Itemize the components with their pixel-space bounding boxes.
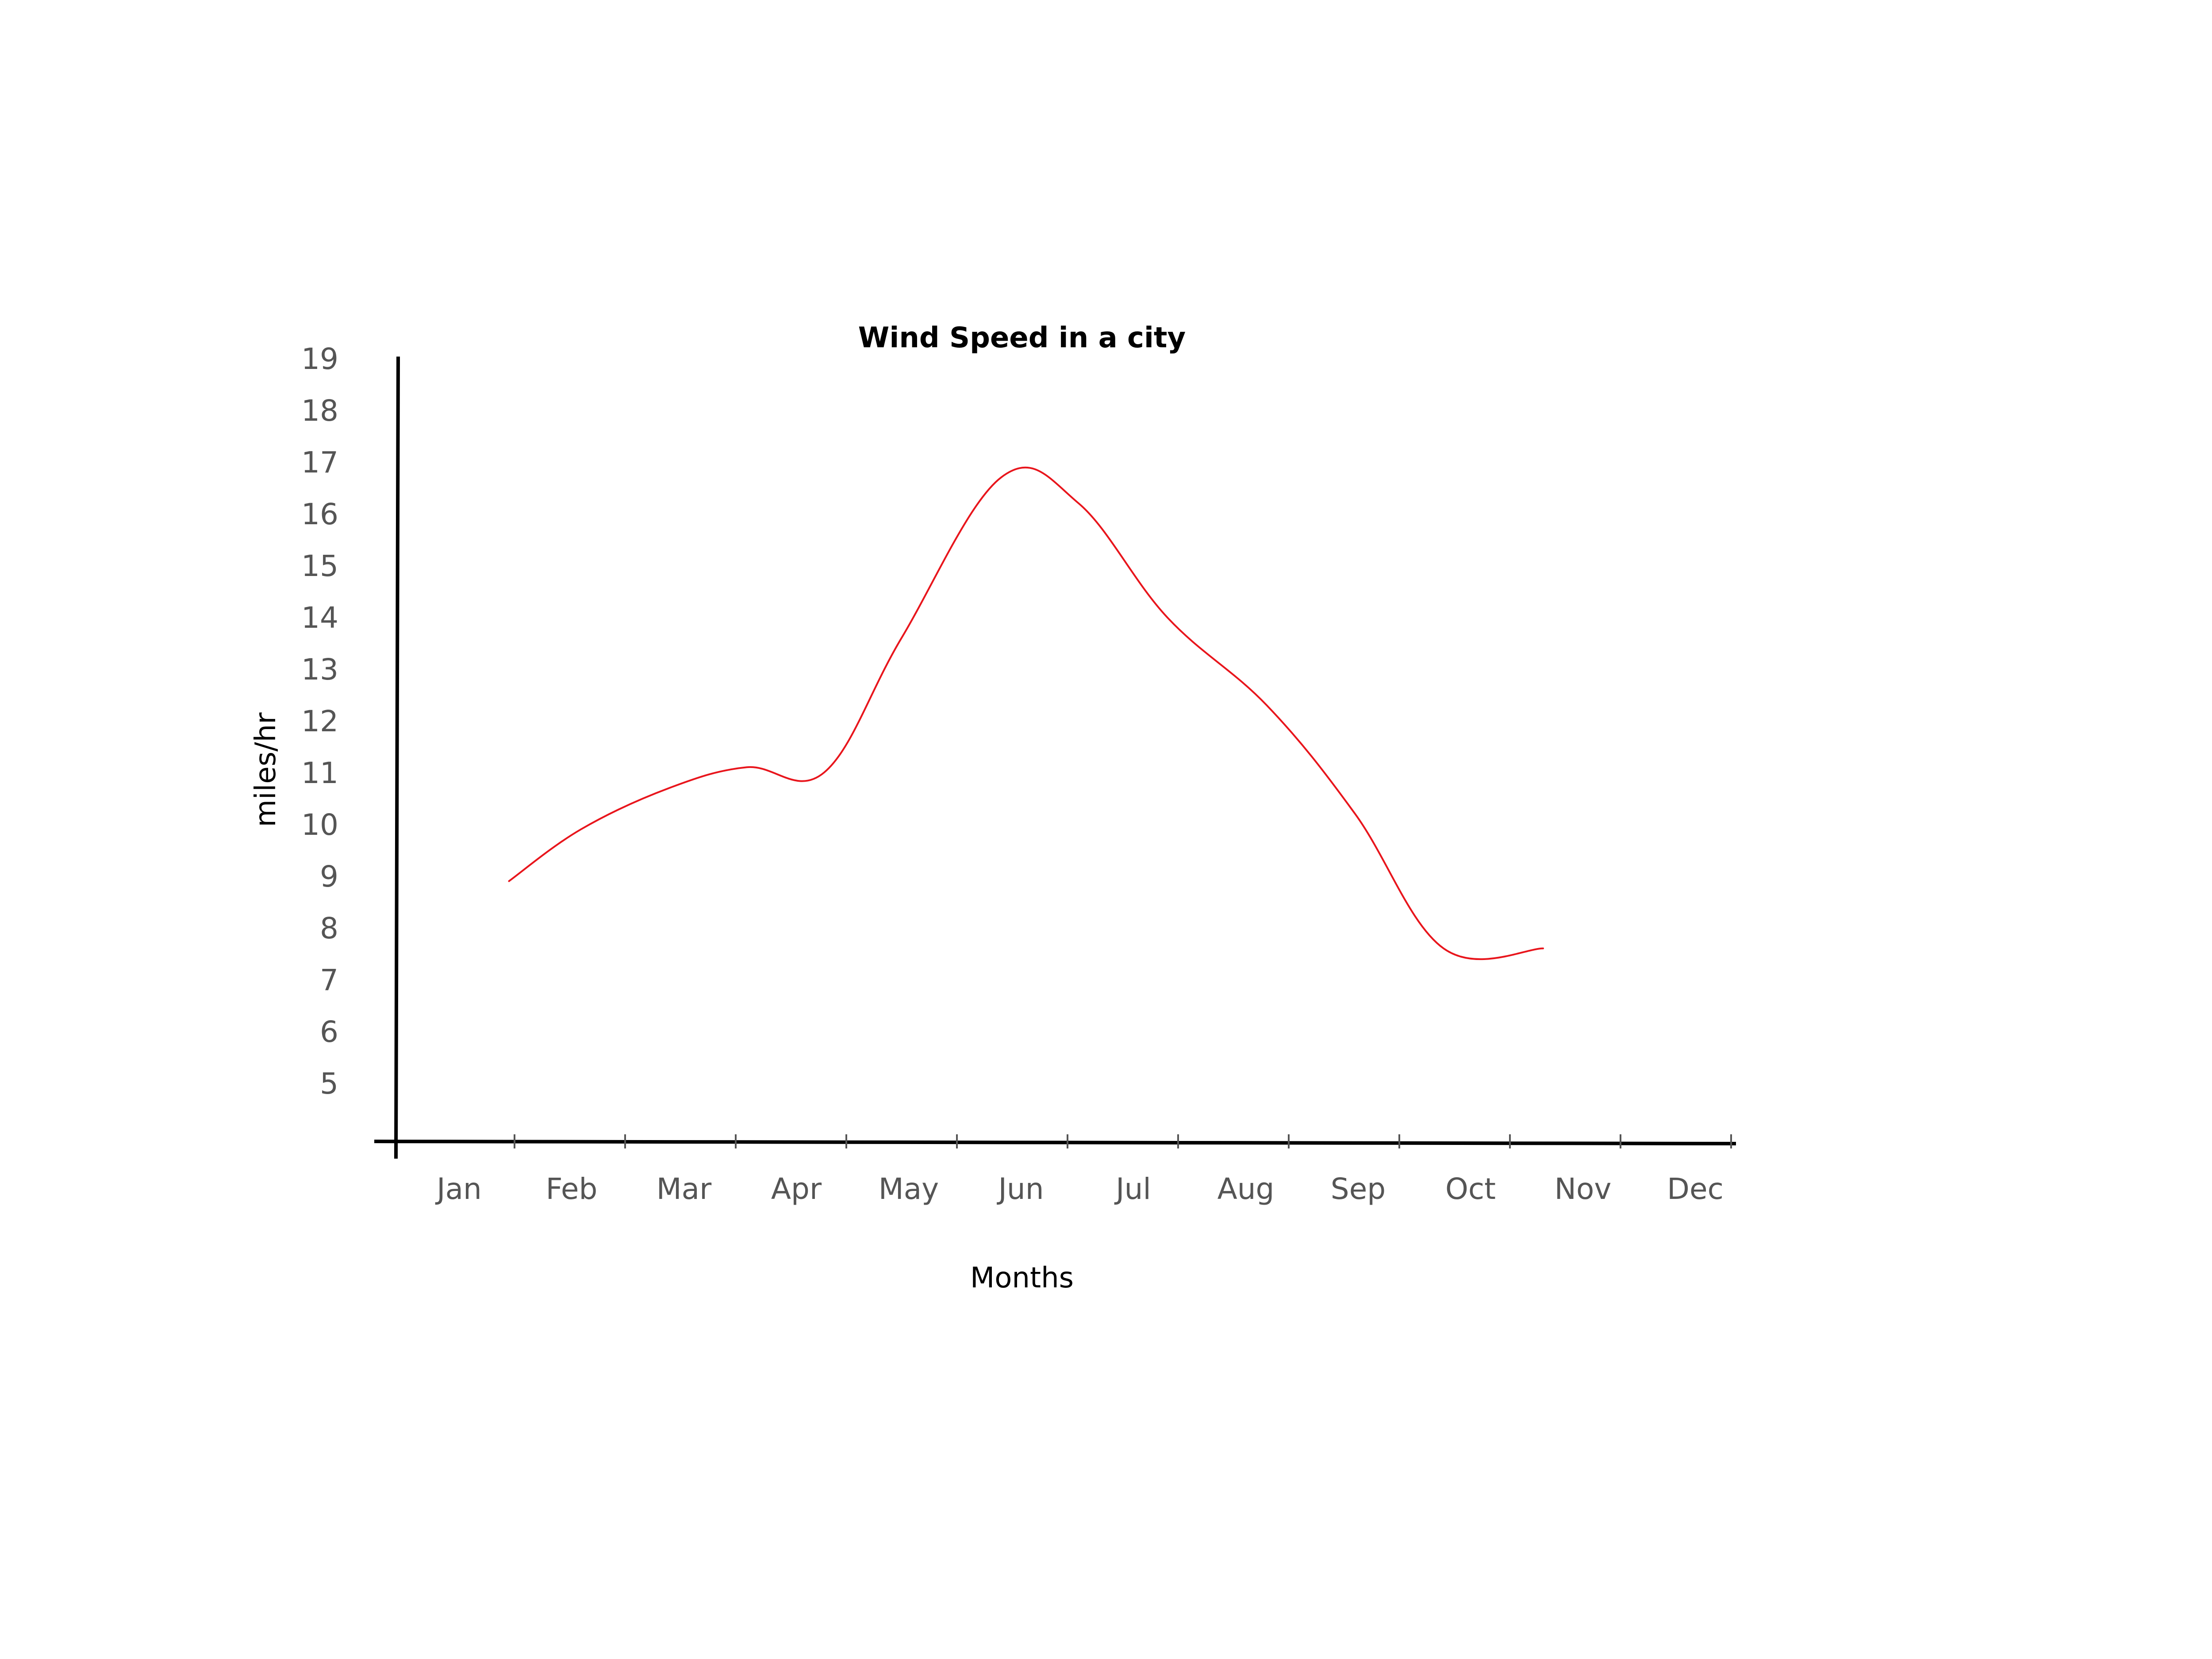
x-axis-label: Months bbox=[970, 1262, 1074, 1294]
y-axis-label: miles/hr bbox=[250, 712, 282, 827]
x-tick-label: Oct bbox=[1445, 1172, 1496, 1206]
x-tick-label: Sep bbox=[1331, 1172, 1386, 1206]
x-tick-label: Feb bbox=[546, 1172, 598, 1206]
x-tick-label: Jun bbox=[996, 1172, 1044, 1206]
series-layer bbox=[508, 466, 1544, 960]
y-tick-label: 8 bbox=[320, 911, 338, 945]
y-tick-label: 16 bbox=[301, 497, 338, 531]
x-tick-label: Nov bbox=[1555, 1172, 1612, 1206]
y-tick-label: 12 bbox=[301, 704, 338, 738]
y-tick-label: 6 bbox=[320, 1015, 338, 1049]
x-tick-labels: Jan Feb Mar Apr May Jun Jul Aug Sep Oct Nov Dec bbox=[435, 1134, 1732, 1206]
x-tick-label: Aug bbox=[1217, 1172, 1275, 1206]
x-tick-label: Jan bbox=[435, 1172, 482, 1206]
y-axis-line bbox=[394, 356, 400, 1159]
x-tick-label: Jul bbox=[1114, 1172, 1151, 1206]
x-axis-line bbox=[374, 1139, 1736, 1146]
y-tick-label: 17 bbox=[301, 445, 338, 480]
x-tick-label: Apr bbox=[771, 1172, 822, 1206]
y-tick-labels: 19 18 17 16 15 14 13 12 11 10 9 8 7 6 5 bbox=[301, 342, 338, 1101]
y-tick-label: 7 bbox=[320, 963, 338, 997]
y-tick-label: 15 bbox=[301, 549, 338, 583]
y-tick-label: 10 bbox=[301, 808, 338, 842]
x-tick-label: Dec bbox=[1667, 1172, 1724, 1206]
y-tick-label: 19 bbox=[301, 342, 338, 376]
y-tick-label: 18 bbox=[301, 394, 338, 428]
series-line bbox=[508, 466, 1544, 960]
y-tick-label: 11 bbox=[301, 756, 338, 790]
y-tick-label: 9 bbox=[320, 860, 338, 894]
y-tick-label: 14 bbox=[301, 601, 338, 635]
y-tick-label: 13 bbox=[301, 653, 338, 687]
y-tick-label: 5 bbox=[320, 1067, 338, 1101]
x-tick-label: Mar bbox=[657, 1172, 712, 1206]
x-tick-label: May bbox=[879, 1172, 939, 1206]
chart-title: Wind Speed in a city bbox=[858, 322, 1186, 354]
